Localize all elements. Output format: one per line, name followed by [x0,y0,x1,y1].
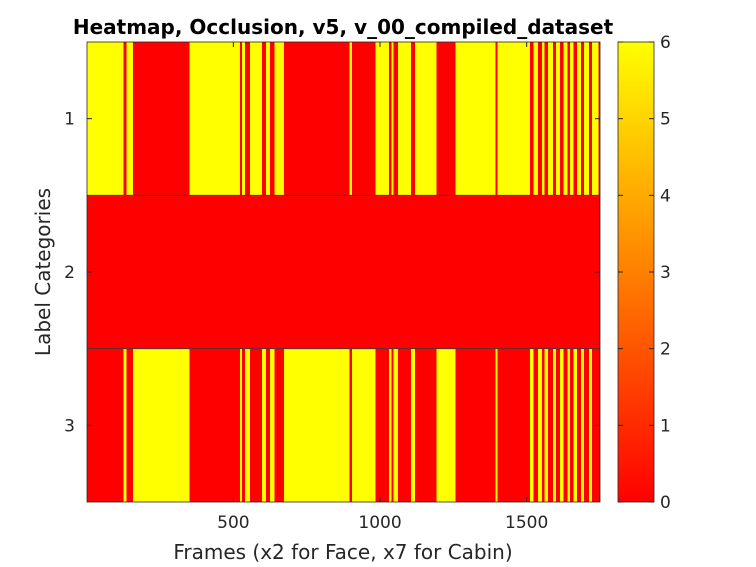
colorbar-tick-label: 3 [660,263,671,283]
colorbar-tick-label: 1 [660,416,671,436]
colorbar-tick-label: 5 [660,110,671,130]
heatmap-cell [270,348,275,502]
heatmap-cell [497,42,531,196]
heatmap-cell [391,42,394,196]
heatmap-cell [537,348,542,502]
y-axis-label: Label Categories [31,188,55,356]
colorbar-ticks: 0 1 2 3 4 5 6 [618,33,671,513]
heatmap-cell [573,348,578,502]
heatmap-cell [567,348,571,502]
heatmap-cell [559,348,564,502]
heatmap-cell [393,348,399,502]
colorbar [617,41,655,503]
heatmap-cell [455,42,496,196]
heatmap-cell [126,42,134,196]
heatmap-cell [563,42,568,196]
heatmap-cell [581,348,585,502]
heatmap-cell [274,42,284,196]
heatmap-cell [544,348,549,502]
x-axis-ticks: 500 1000 1500 [217,42,548,533]
y-tick-label: 2 [64,263,75,283]
heatmap-cell [436,348,456,502]
heatmap-cell [541,42,545,196]
heatmap-cell [553,348,557,502]
heatmap-cell [530,348,534,502]
colorbar-tick-label: 6 [660,33,671,53]
y-tick-label: 3 [64,416,75,436]
heatmap-cell [133,348,190,502]
heatmap-cell [349,42,352,196]
heatmap-cell [548,42,554,196]
heatmap-cell [398,42,412,196]
heatmap-cells [87,42,600,502]
heatmap-cell [556,42,560,196]
chart-title: Heatmap, Occlusion, v5, v_00_compiled_da… [73,15,614,39]
heatmap-cell [375,42,390,196]
heatmap-cell [249,42,263,196]
heatmap-row-2-background [87,195,600,349]
heatmap-cell [262,348,267,502]
heatmap-cell [87,42,124,196]
heatmap-cell [283,348,350,502]
x-axis-label: Frames (x2 for Face, x7 for Cabin) [173,540,512,564]
colorbar-tick-label: 2 [660,340,671,360]
heatmap-cell [495,348,498,502]
heatmap-cell [584,42,589,196]
heatmap-cell [570,42,574,196]
colorbar-tick-label: 0 [660,493,671,513]
heatmap-cell [266,42,271,196]
heatmap-cell [123,348,127,502]
heatmap-cell [533,42,538,196]
heatmap-cell [415,42,437,196]
heatmap-cell [239,348,243,502]
x-tick-label: 1000 [358,513,401,533]
heatmap-cell [577,42,582,196]
heatmap-cell [189,42,240,196]
heatmap-cell [389,348,392,502]
x-tick-label: 500 [217,513,249,533]
heatmap-cell [242,42,246,196]
heatmap-cell [588,348,592,502]
x-tick-label: 1500 [505,513,548,533]
colorbar-tick-label: 4 [660,186,671,206]
heatmap-cell [411,348,416,502]
y-tick-label: 1 [64,110,75,130]
heatmap-cell [351,348,376,502]
y-axis-ticks: 1 2 3 [64,110,600,436]
heatmap-row-dividers [87,194,600,350]
heatmap-cell [245,348,250,502]
